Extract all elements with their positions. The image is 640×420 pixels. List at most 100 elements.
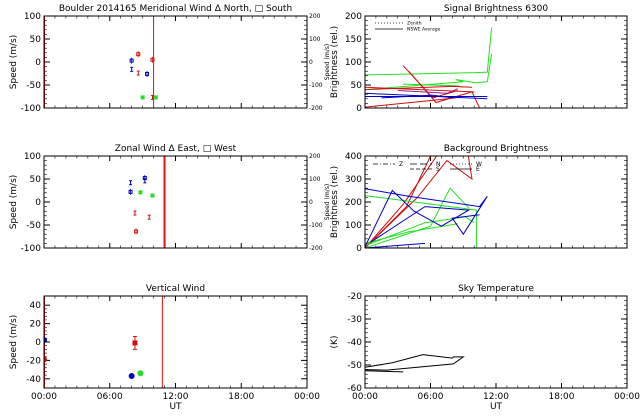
chart-meridional: Boulder 2014165 Meridional Wind Δ North,… [9,4,331,114]
y-tick-label: 50 [351,81,363,91]
series-line-red-1 [365,156,473,248]
y-tick-label: -60 [347,384,362,394]
series-line-red-2 [365,97,456,108]
x-tick-label: 12:00 [163,392,189,402]
chart-title: Sky Temperature [458,284,534,294]
data-point [128,373,135,380]
series-line-red-3 [402,65,458,99]
series-line-red-5 [365,86,475,93]
y-tick-label: 100 [24,12,41,22]
plot-frame [43,15,308,109]
plot-frame [364,295,628,389]
chart-background: Background Brightness Brightness (rel.) 0 1… [330,144,628,254]
x-tick-label: 00:00 [31,392,57,402]
y-right-tick-label: -100 [309,222,323,229]
series-line-green-2 [365,216,475,247]
legend-label: E [476,166,480,173]
legend-label: S [436,166,440,173]
y-tick-label: 100 [345,221,362,231]
series-line-green-2 [365,53,493,91]
chart-title: Background Brightness [444,144,549,154]
y-tick-label: -100 [21,104,42,114]
plot-frame [364,155,628,249]
series-line-blue-3 [365,242,426,248]
y-axis-label: Brightness (rel.) [330,26,340,98]
data-point [150,193,155,198]
x-tick-label: 12:00 [483,392,509,402]
y-tick-label: 300 [345,175,362,185]
plot-area [365,156,488,248]
legend-label: N [436,161,441,168]
x-tick-label: 18:00 [228,392,254,402]
plot-area [365,354,465,373]
y-tick-label: -50 [26,81,41,91]
y-tick-label: -40 [347,338,362,348]
x-tick-label: 18:00 [549,392,575,402]
series-line-purple-1 [397,88,458,94]
y-tick-label: -50 [347,361,362,371]
series-line-red-2 [365,156,431,248]
plot-frame [364,15,628,109]
y-tick-label: 0 [35,338,41,348]
chart-skytemp: Sky Temperature (K) -60 -50 -40 -30 -20 00:00 06… [330,284,640,412]
y-right-tick-label: 200 [309,13,321,20]
y-tick-label: 50 [30,35,42,45]
y-tick-label: 150 [345,35,362,45]
x-axis-label: UT [490,402,503,412]
y-axis-label: Speed (m/s) [9,175,19,230]
chart-title: Signal Brightness 6300 [444,4,548,14]
x-tick-label: 00:00 [294,392,320,402]
y-right-tick-label: 100 [309,36,321,43]
y-right-axis-label: Speed (m/s) [324,44,331,80]
y-tick-label: -30 [347,315,362,325]
data-point [138,190,143,195]
data-point [132,340,138,346]
y-tick-label: -40 [26,375,41,385]
y-tick-label: 0 [35,198,41,208]
series-line-sky-temp [365,354,465,373]
series-line-blue-2 [365,189,471,248]
legend-label: Z [399,161,403,168]
data-point [153,95,158,100]
y-tick-label: 200 [345,198,362,208]
plot-frame [43,155,308,249]
x-axis-label: UT [169,402,182,412]
chart-vertical: Vertical Wind Speed (m/s) -40 -20 0 20 40 00:00… [9,284,320,412]
x-tick-label: 06:00 [97,392,123,402]
data-point [137,370,144,377]
y-axis-label: Brightness (rel.) [330,166,340,238]
series-line-blue-3 [381,94,453,99]
data-point [44,356,47,363]
y-tick-label: 200 [345,12,362,22]
chart-title: Boulder 2014165 Meridional Wind Δ North,… [59,4,292,14]
y-tick-label: 100 [345,58,362,68]
y-tick-label: -50 [26,221,41,231]
chart-signal: Signal Brightness 6300 Brightness (rel.) 0… [330,4,628,114]
y-right-axis-label: Speed (m/s) [324,184,331,220]
legend-label: W [476,161,482,168]
y-right-tick-label: 0 [309,199,313,206]
legend-label: Zenith [407,21,422,27]
y-tick-label: 0 [35,58,41,68]
y-axis-label: Speed (m/s) [9,35,19,90]
x-tick-label: 00:00 [352,392,378,402]
y-tick-label: 100 [24,152,41,162]
plot-area [365,27,493,108]
chart-title: Zonal Wind Δ East, □ West [115,144,237,154]
y-tick-label: -20 [26,356,41,366]
y-right-tick-label: -200 [309,105,323,112]
y-tick-label: 400 [345,152,362,162]
series-line-green-3 [365,187,470,248]
y-tick-label: -20 [347,292,362,302]
y-tick-label: -100 [21,244,42,254]
y-axis-label: Speed (m/s) [9,315,19,370]
y-tick-label: 0 [356,244,362,254]
y-tick-label: 0 [356,104,362,114]
y-tick-label: 50 [30,175,42,185]
chart-title: Vertical Wind [146,284,205,294]
y-axis-label: (K) [330,336,340,349]
x-tick-label: 00:00 [614,392,640,402]
y-right-tick-label: 100 [309,176,321,183]
